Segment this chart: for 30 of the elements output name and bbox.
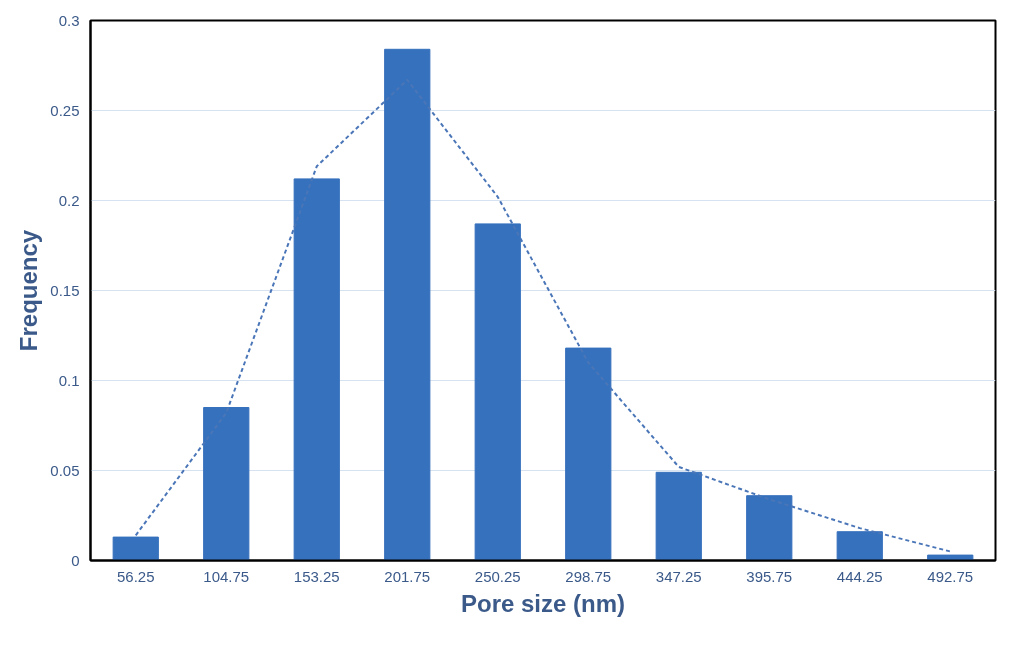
- bar: [384, 48, 431, 561]
- y-tick-label: 0.3: [58, 11, 80, 29]
- x-tick-label: 492.75: [927, 567, 974, 585]
- line-series: [134, 78, 952, 553]
- y-tick-label: 0.2: [58, 191, 80, 209]
- x-tick-label: 201.75: [384, 567, 431, 585]
- y-tick-label: 0.1: [58, 371, 80, 389]
- y-tick-label: 0.05: [50, 461, 80, 479]
- bar: [112, 536, 159, 561]
- bar: [565, 347, 612, 561]
- bar: [655, 471, 702, 561]
- x-tick-label: 104.75: [203, 567, 250, 585]
- x-tick-label: 250.25: [474, 567, 521, 585]
- y-tick-label: 0.15: [50, 281, 80, 299]
- y-tick-label: 0: [71, 551, 80, 569]
- bar: [927, 554, 974, 561]
- y-tick-label: 0.25: [50, 101, 80, 119]
- x-axis-title: Pore size (nm): [460, 589, 626, 617]
- y-axis-title: Frequency: [15, 229, 43, 352]
- x-tick-label: 153.25: [293, 567, 340, 585]
- bar: [836, 531, 883, 561]
- bar: [746, 495, 793, 561]
- x-tick-label: 56.25: [116, 567, 155, 585]
- x-tick-label: 444.25: [836, 567, 883, 585]
- bar: [203, 407, 250, 561]
- x-tick-label: 347.25: [655, 567, 702, 585]
- bar: [293, 178, 340, 561]
- x-tick-label: 395.75: [746, 567, 793, 585]
- bar: [474, 223, 521, 561]
- x-tick-label: 298.75: [565, 567, 612, 585]
